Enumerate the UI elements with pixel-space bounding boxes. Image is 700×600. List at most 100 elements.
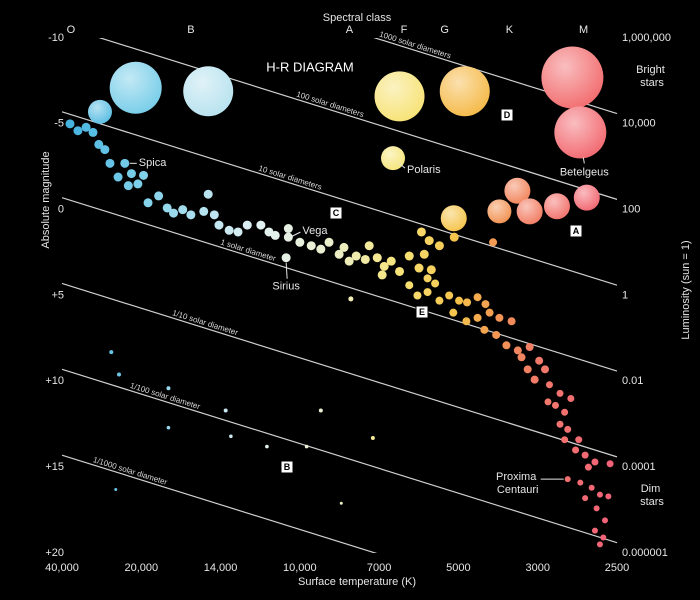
x2-axis-title: Spectral class bbox=[323, 12, 392, 24]
annotation-box bbox=[280, 460, 294, 474]
star bbox=[209, 210, 219, 220]
star bbox=[584, 463, 592, 471]
y-axis-title: Absolute magnitude bbox=[40, 151, 52, 248]
x-tick-label: 5000 bbox=[446, 562, 470, 574]
x2-tick-label: M bbox=[579, 24, 588, 36]
star bbox=[593, 505, 600, 512]
star bbox=[178, 205, 188, 215]
y2-tick-label: 0.0001 bbox=[622, 461, 656, 473]
star bbox=[339, 242, 349, 252]
star bbox=[561, 436, 569, 444]
named-star bbox=[381, 146, 406, 171]
star bbox=[199, 206, 209, 216]
x-tick-label: 2500 bbox=[605, 562, 629, 574]
star bbox=[480, 325, 489, 334]
star bbox=[492, 330, 501, 339]
star bbox=[88, 127, 98, 137]
star bbox=[229, 434, 233, 439]
star bbox=[143, 198, 153, 208]
x2-tick-label: B bbox=[187, 24, 194, 36]
star bbox=[166, 386, 171, 391]
x2-tick-label: F bbox=[401, 24, 408, 36]
x2-tick-label: K bbox=[506, 24, 514, 36]
diameter-lines bbox=[61, 38, 618, 553]
star bbox=[283, 224, 293, 234]
diameter-line bbox=[61, 368, 618, 544]
star bbox=[423, 288, 432, 297]
star bbox=[295, 237, 305, 247]
x2-tick-label: G bbox=[440, 24, 449, 36]
star bbox=[572, 446, 580, 454]
star bbox=[596, 491, 603, 498]
star bbox=[473, 293, 482, 302]
star bbox=[81, 122, 91, 132]
star bbox=[386, 256, 396, 266]
star bbox=[114, 487, 118, 491]
y2-tick-label: 0.000001 bbox=[622, 547, 668, 559]
star bbox=[567, 395, 575, 402]
annotation: B bbox=[284, 462, 291, 472]
star bbox=[379, 261, 389, 271]
star bbox=[535, 356, 544, 365]
star bbox=[504, 177, 531, 204]
star bbox=[154, 191, 164, 201]
star bbox=[113, 172, 123, 182]
x-tick-label: 40,000 bbox=[45, 562, 79, 574]
star bbox=[109, 350, 114, 355]
diameter-line bbox=[61, 197, 618, 372]
star bbox=[440, 205, 467, 232]
star bbox=[416, 227, 426, 237]
annotation-box bbox=[500, 108, 514, 122]
y-tick-label: 0 bbox=[58, 204, 64, 216]
star bbox=[575, 436, 583, 444]
star bbox=[543, 193, 570, 220]
y-tick-label: -10 bbox=[48, 32, 64, 44]
star-pointer bbox=[398, 162, 406, 169]
star bbox=[348, 296, 354, 302]
star bbox=[591, 527, 598, 534]
named-star bbox=[554, 106, 607, 159]
star bbox=[588, 484, 595, 491]
named-star bbox=[283, 232, 293, 242]
y-tick-label: +15 bbox=[45, 461, 64, 473]
star bbox=[473, 313, 482, 322]
star bbox=[605, 493, 612, 500]
star bbox=[169, 208, 179, 218]
star bbox=[525, 343, 534, 351]
star-pointer bbox=[292, 231, 301, 237]
star bbox=[87, 99, 112, 124]
x2-tick-label: O bbox=[67, 24, 76, 36]
y2-axis-title: Luminosity (sun = 1) bbox=[680, 240, 692, 339]
star bbox=[581, 451, 589, 459]
star bbox=[304, 444, 309, 449]
x-axis-title: Surface temperature (K) bbox=[298, 576, 416, 588]
star bbox=[596, 541, 603, 548]
star-pointer bbox=[582, 157, 585, 164]
star bbox=[413, 291, 422, 300]
bottom-note: Dim stars bbox=[640, 483, 664, 508]
star bbox=[544, 398, 552, 406]
y2-tick-label: 10,000 bbox=[622, 118, 656, 130]
star bbox=[424, 236, 434, 246]
star bbox=[370, 435, 375, 440]
star bbox=[513, 346, 522, 355]
star bbox=[561, 408, 569, 416]
diameter-line bbox=[61, 454, 378, 553]
x-tick-label: 7000 bbox=[367, 562, 391, 574]
star bbox=[224, 225, 234, 235]
star bbox=[306, 241, 316, 251]
star bbox=[223, 408, 228, 413]
star bbox=[344, 256, 354, 266]
star bbox=[339, 501, 343, 505]
star bbox=[551, 401, 559, 409]
star bbox=[439, 66, 490, 117]
annotation-box bbox=[569, 224, 583, 238]
star bbox=[395, 266, 405, 276]
star bbox=[591, 458, 599, 466]
star bbox=[162, 203, 172, 213]
star bbox=[434, 241, 444, 251]
star bbox=[316, 244, 326, 254]
star-label: Proxima Centauri bbox=[496, 471, 539, 496]
star bbox=[405, 281, 414, 290]
star bbox=[364, 241, 374, 251]
